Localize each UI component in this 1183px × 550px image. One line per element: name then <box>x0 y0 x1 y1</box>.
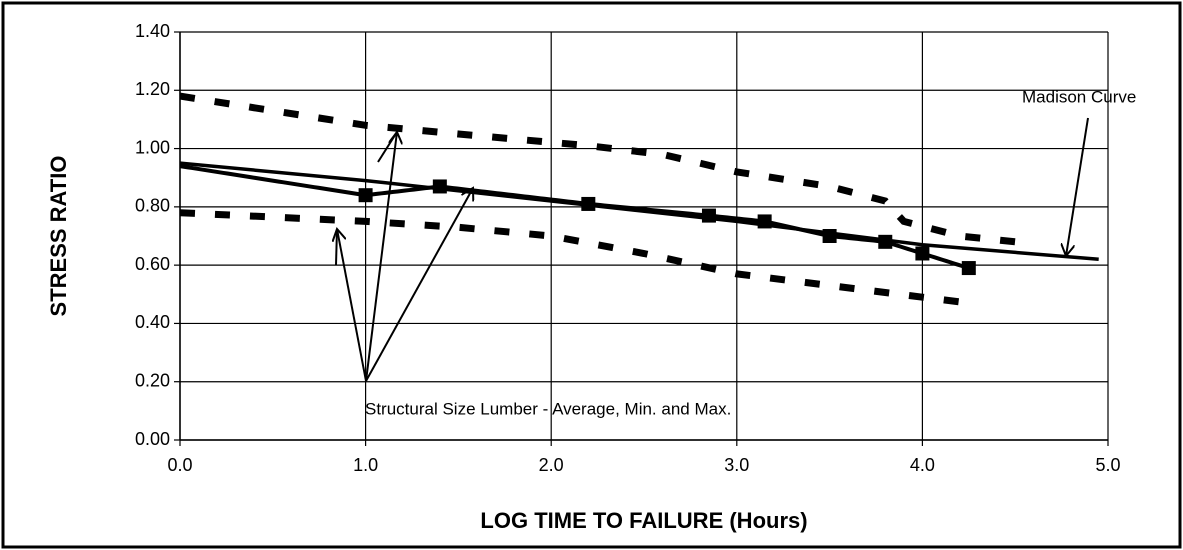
y-tick-label: 1.20 <box>135 79 170 99</box>
series-line <box>179 209 970 307</box>
series-marker <box>915 246 930 261</box>
x-tick-label: 5.0 <box>1095 455 1120 475</box>
arrow <box>337 229 367 382</box>
plot-area: 0.00 0.20 0.40 0.60 0.80 1.00 1.20 1.40 0.0 1.0 2.… <box>135 21 1121 475</box>
x-tick-label: 1.0 <box>353 455 378 475</box>
y-tick-label: 0.40 <box>135 312 170 332</box>
arrow <box>365 132 397 382</box>
y-axis-title: STRESS RATIO <box>46 156 71 317</box>
y-tick-label: 1.40 <box>135 21 170 41</box>
annotation: Structural Size Lumber - Average, Min. a… <box>365 399 731 418</box>
series-marker <box>701 208 716 223</box>
arrow <box>1066 117 1089 256</box>
y-tick-label: 0.80 <box>135 196 170 216</box>
y-tick-label: 0.20 <box>135 370 170 390</box>
x-tick-label: 4.0 <box>910 455 935 475</box>
x-tick-label: 0.0 <box>167 455 192 475</box>
series-line <box>179 164 970 271</box>
series-marker <box>878 234 893 249</box>
x-tick-label: 2.0 <box>539 455 564 475</box>
arrow <box>377 131 398 163</box>
y-tick-label: 0.00 <box>135 429 170 449</box>
series-marker <box>581 196 596 211</box>
annotation-arrows <box>335 117 1089 382</box>
y-tick-label: 0.60 <box>135 254 170 274</box>
series-marker <box>432 179 447 194</box>
series-marker <box>822 229 837 243</box>
y-tick-label: 1.00 <box>135 137 170 157</box>
x-tick-label: 3.0 <box>724 455 749 475</box>
series-marker <box>358 188 373 203</box>
x-axis-title: LOG TIME TO FAILURE (Hours) <box>480 508 807 533</box>
series-marker <box>961 261 976 276</box>
series-line <box>179 92 1016 246</box>
arrow <box>365 188 473 382</box>
annotation: Madison Curve <box>1022 87 1136 106</box>
arrow <box>335 228 338 266</box>
series-marker <box>757 214 772 229</box>
